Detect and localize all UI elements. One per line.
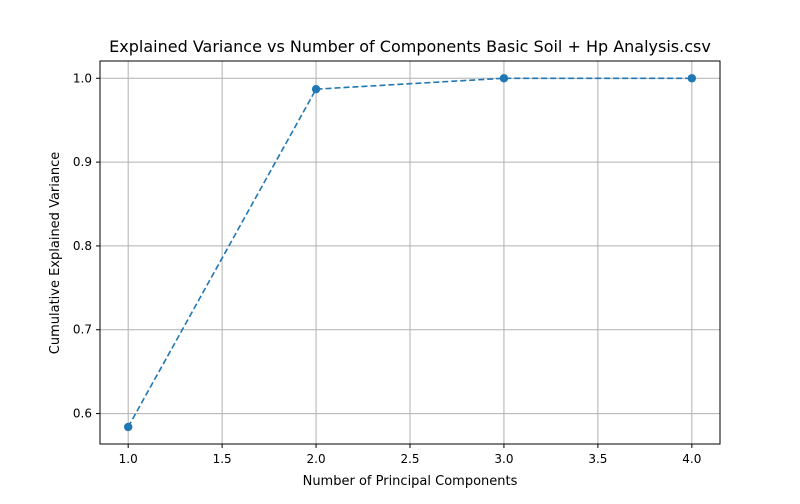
series	[123, 74, 697, 432]
data-point	[311, 84, 321, 94]
data-point	[123, 422, 133, 432]
x-tick-label: 2.5	[400, 452, 419, 466]
data-point	[687, 74, 697, 83]
y-tick-label: 0.7	[73, 323, 92, 337]
x-tick-label: 3.0	[494, 452, 513, 466]
y-tick-label: 0.9	[73, 155, 92, 169]
x-axis-label: Number of Principal Components	[303, 474, 518, 489]
grid	[100, 61, 720, 444]
data-point	[499, 74, 509, 83]
y-tick-label: 0.6	[73, 407, 92, 421]
x-tick-label: 2.0	[307, 452, 326, 466]
series-line	[127, 77, 692, 428]
y-tick-label: 1.0	[73, 71, 92, 85]
chart-title: Explained Variance vs Number of Componen…	[109, 37, 711, 56]
x-tick-label: 1.0	[119, 452, 138, 466]
y-tick-label: 0.8	[73, 239, 92, 253]
x-tick-label: 4.0	[682, 452, 701, 466]
x-axis: 1.0 1.5 2.0 2.5 3.0 3.5 4.0	[119, 444, 701, 466]
x-tick-label: 3.5	[588, 452, 607, 466]
y-axis: 0.6 0.7 0.8 0.9 1.0	[73, 71, 100, 421]
x-tick-label: 1.5	[213, 452, 232, 466]
y-axis-label: Cumulative Explained Variance	[48, 152, 63, 354]
